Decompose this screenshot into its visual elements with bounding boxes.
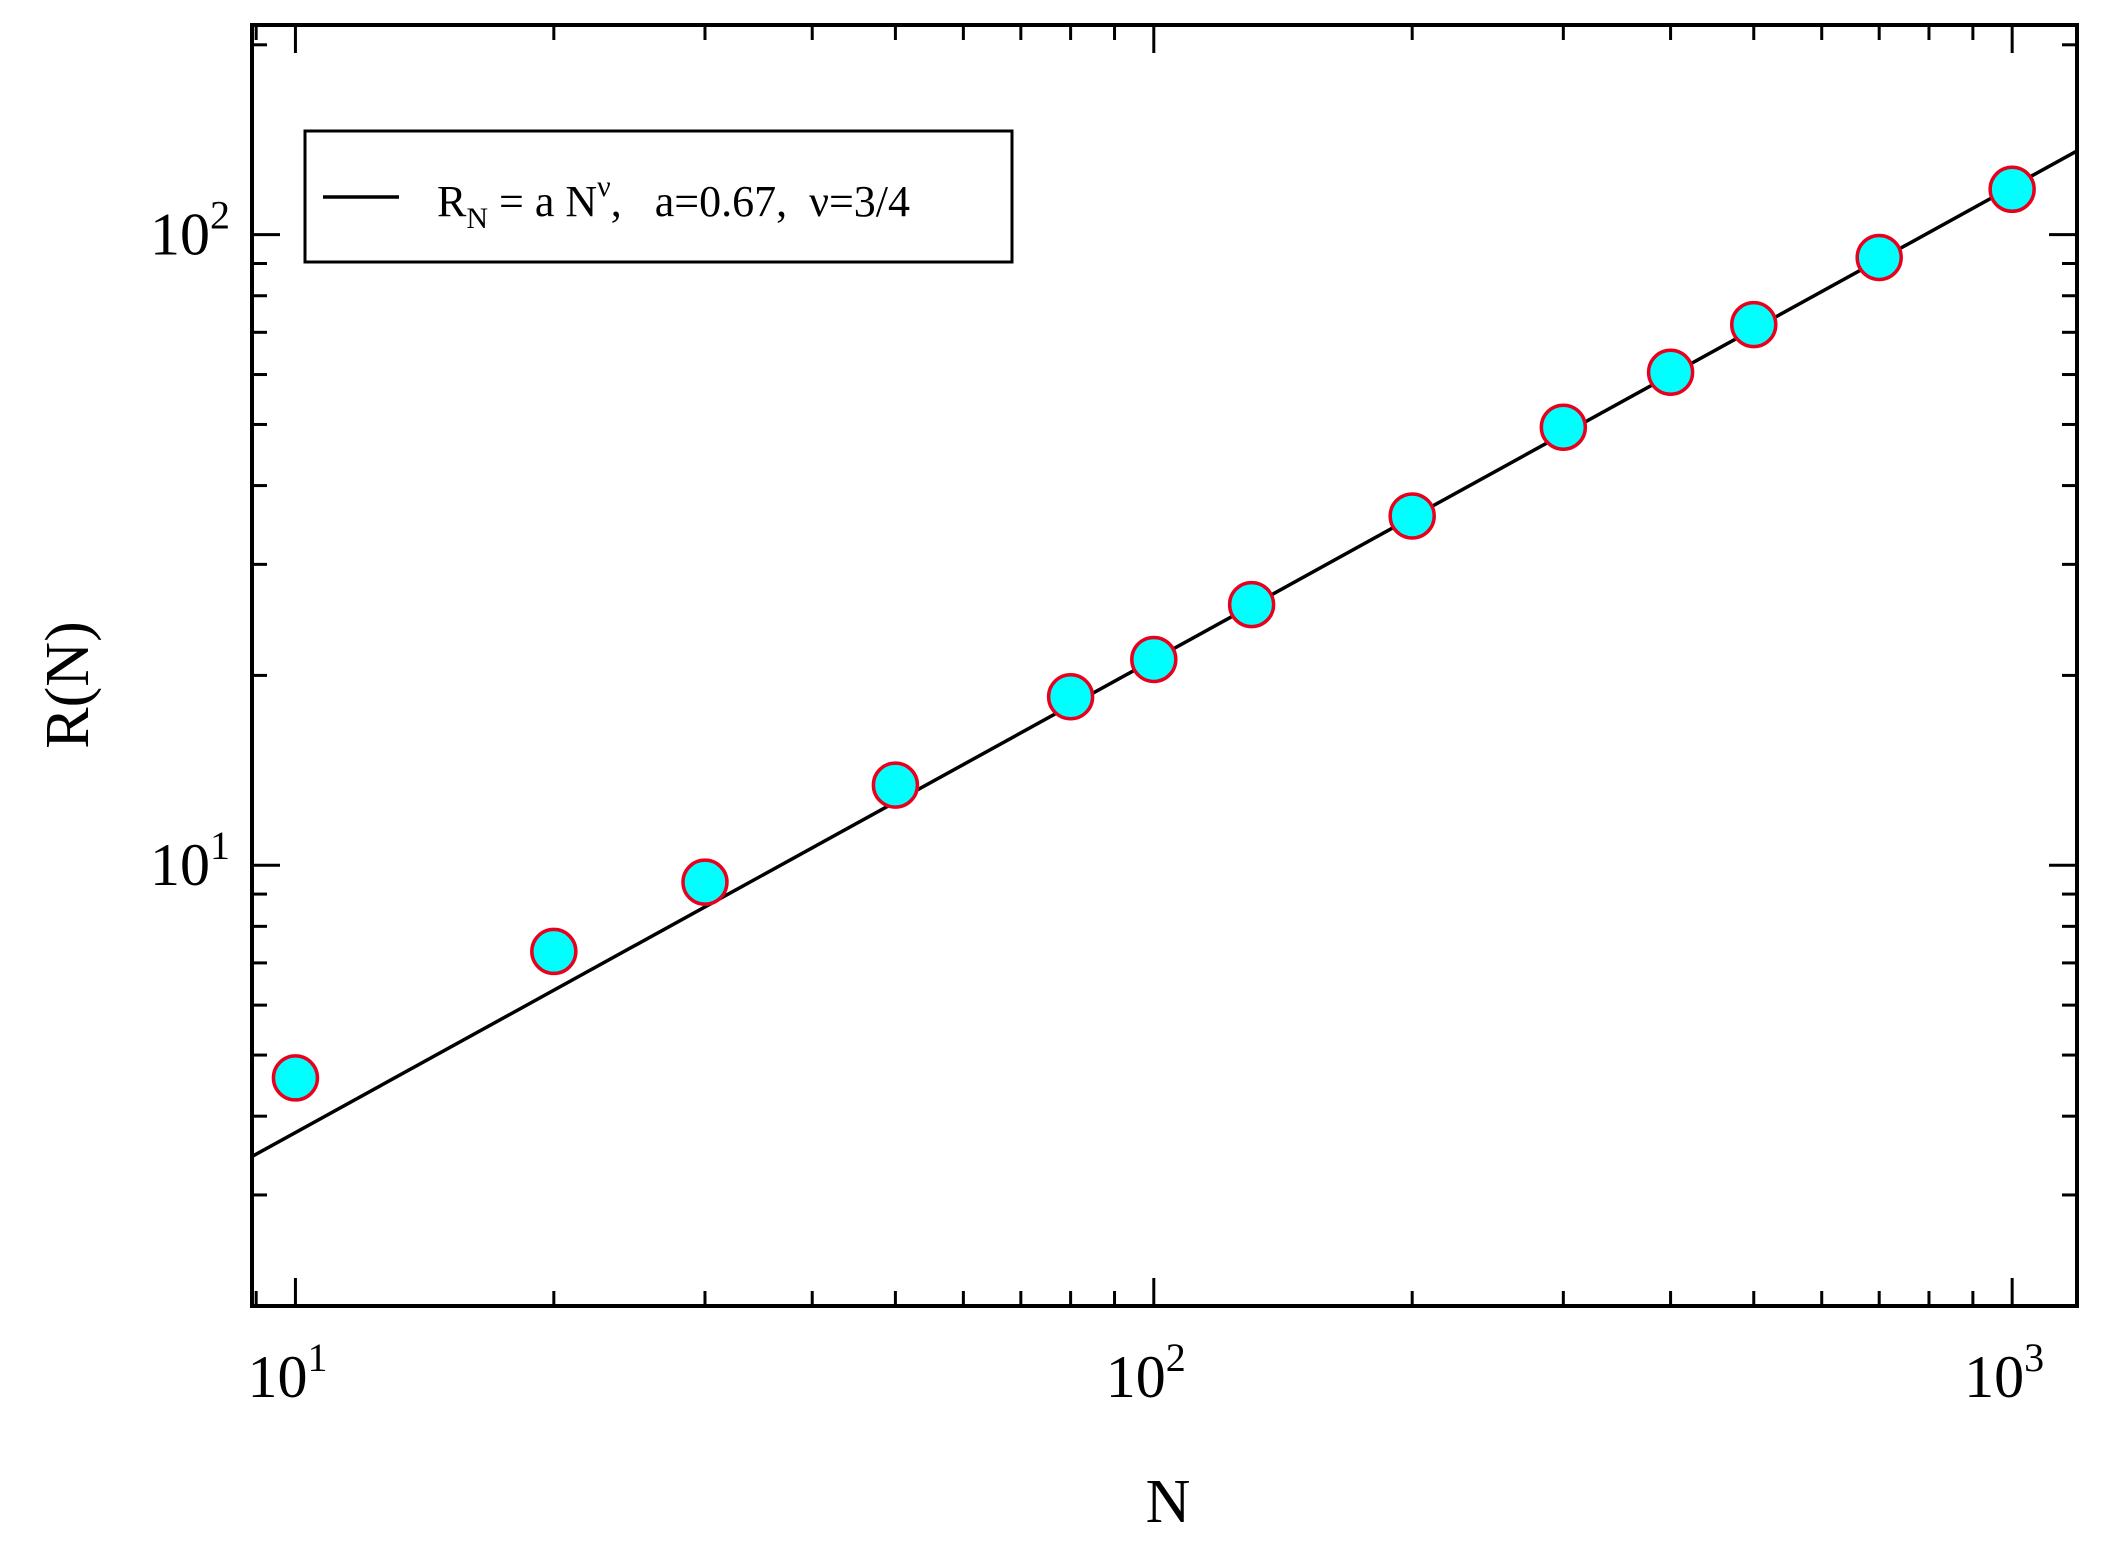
data-point — [1646, 348, 1695, 397]
axes-frame — [250, 23, 2079, 1308]
x-tick-label: 103 — [1964, 1335, 2044, 1410]
y-ticks: 101 102 — [150, 43, 2077, 1308]
data-point — [1130, 635, 1178, 684]
data-point — [271, 1054, 320, 1102]
data-point — [1539, 403, 1588, 451]
data-point — [1227, 580, 1276, 629]
x-tick-label: 101 — [247, 1335, 327, 1410]
data-point — [530, 927, 578, 976]
legend-entry-label: RN = a Nν, a=0.67, ν=3/4 — [437, 170, 910, 235]
data-points — [271, 165, 2036, 1102]
y-tick-label: 102 — [150, 193, 230, 268]
data-point — [871, 761, 920, 809]
data-point — [1988, 165, 2036, 214]
x-axis-label: N — [1146, 1468, 1191, 1536]
plot-frame — [250, 23, 2079, 1308]
data-point — [681, 858, 729, 906]
data-point — [1388, 492, 1436, 540]
data-point — [1855, 233, 1903, 282]
y-tick-label: 101 — [150, 823, 230, 898]
data-point — [1730, 300, 1778, 349]
legend-box — [303, 129, 1014, 264]
legend: RN = a Nν, a=0.67, ν=3/4 — [303, 129, 1014, 264]
x-tick-label: 102 — [1106, 1335, 1186, 1410]
x-ticks: 101 102 103 — [247, 25, 2044, 1410]
data-point — [1046, 673, 1095, 721]
y-axis-label: R(N) — [34, 621, 102, 748]
